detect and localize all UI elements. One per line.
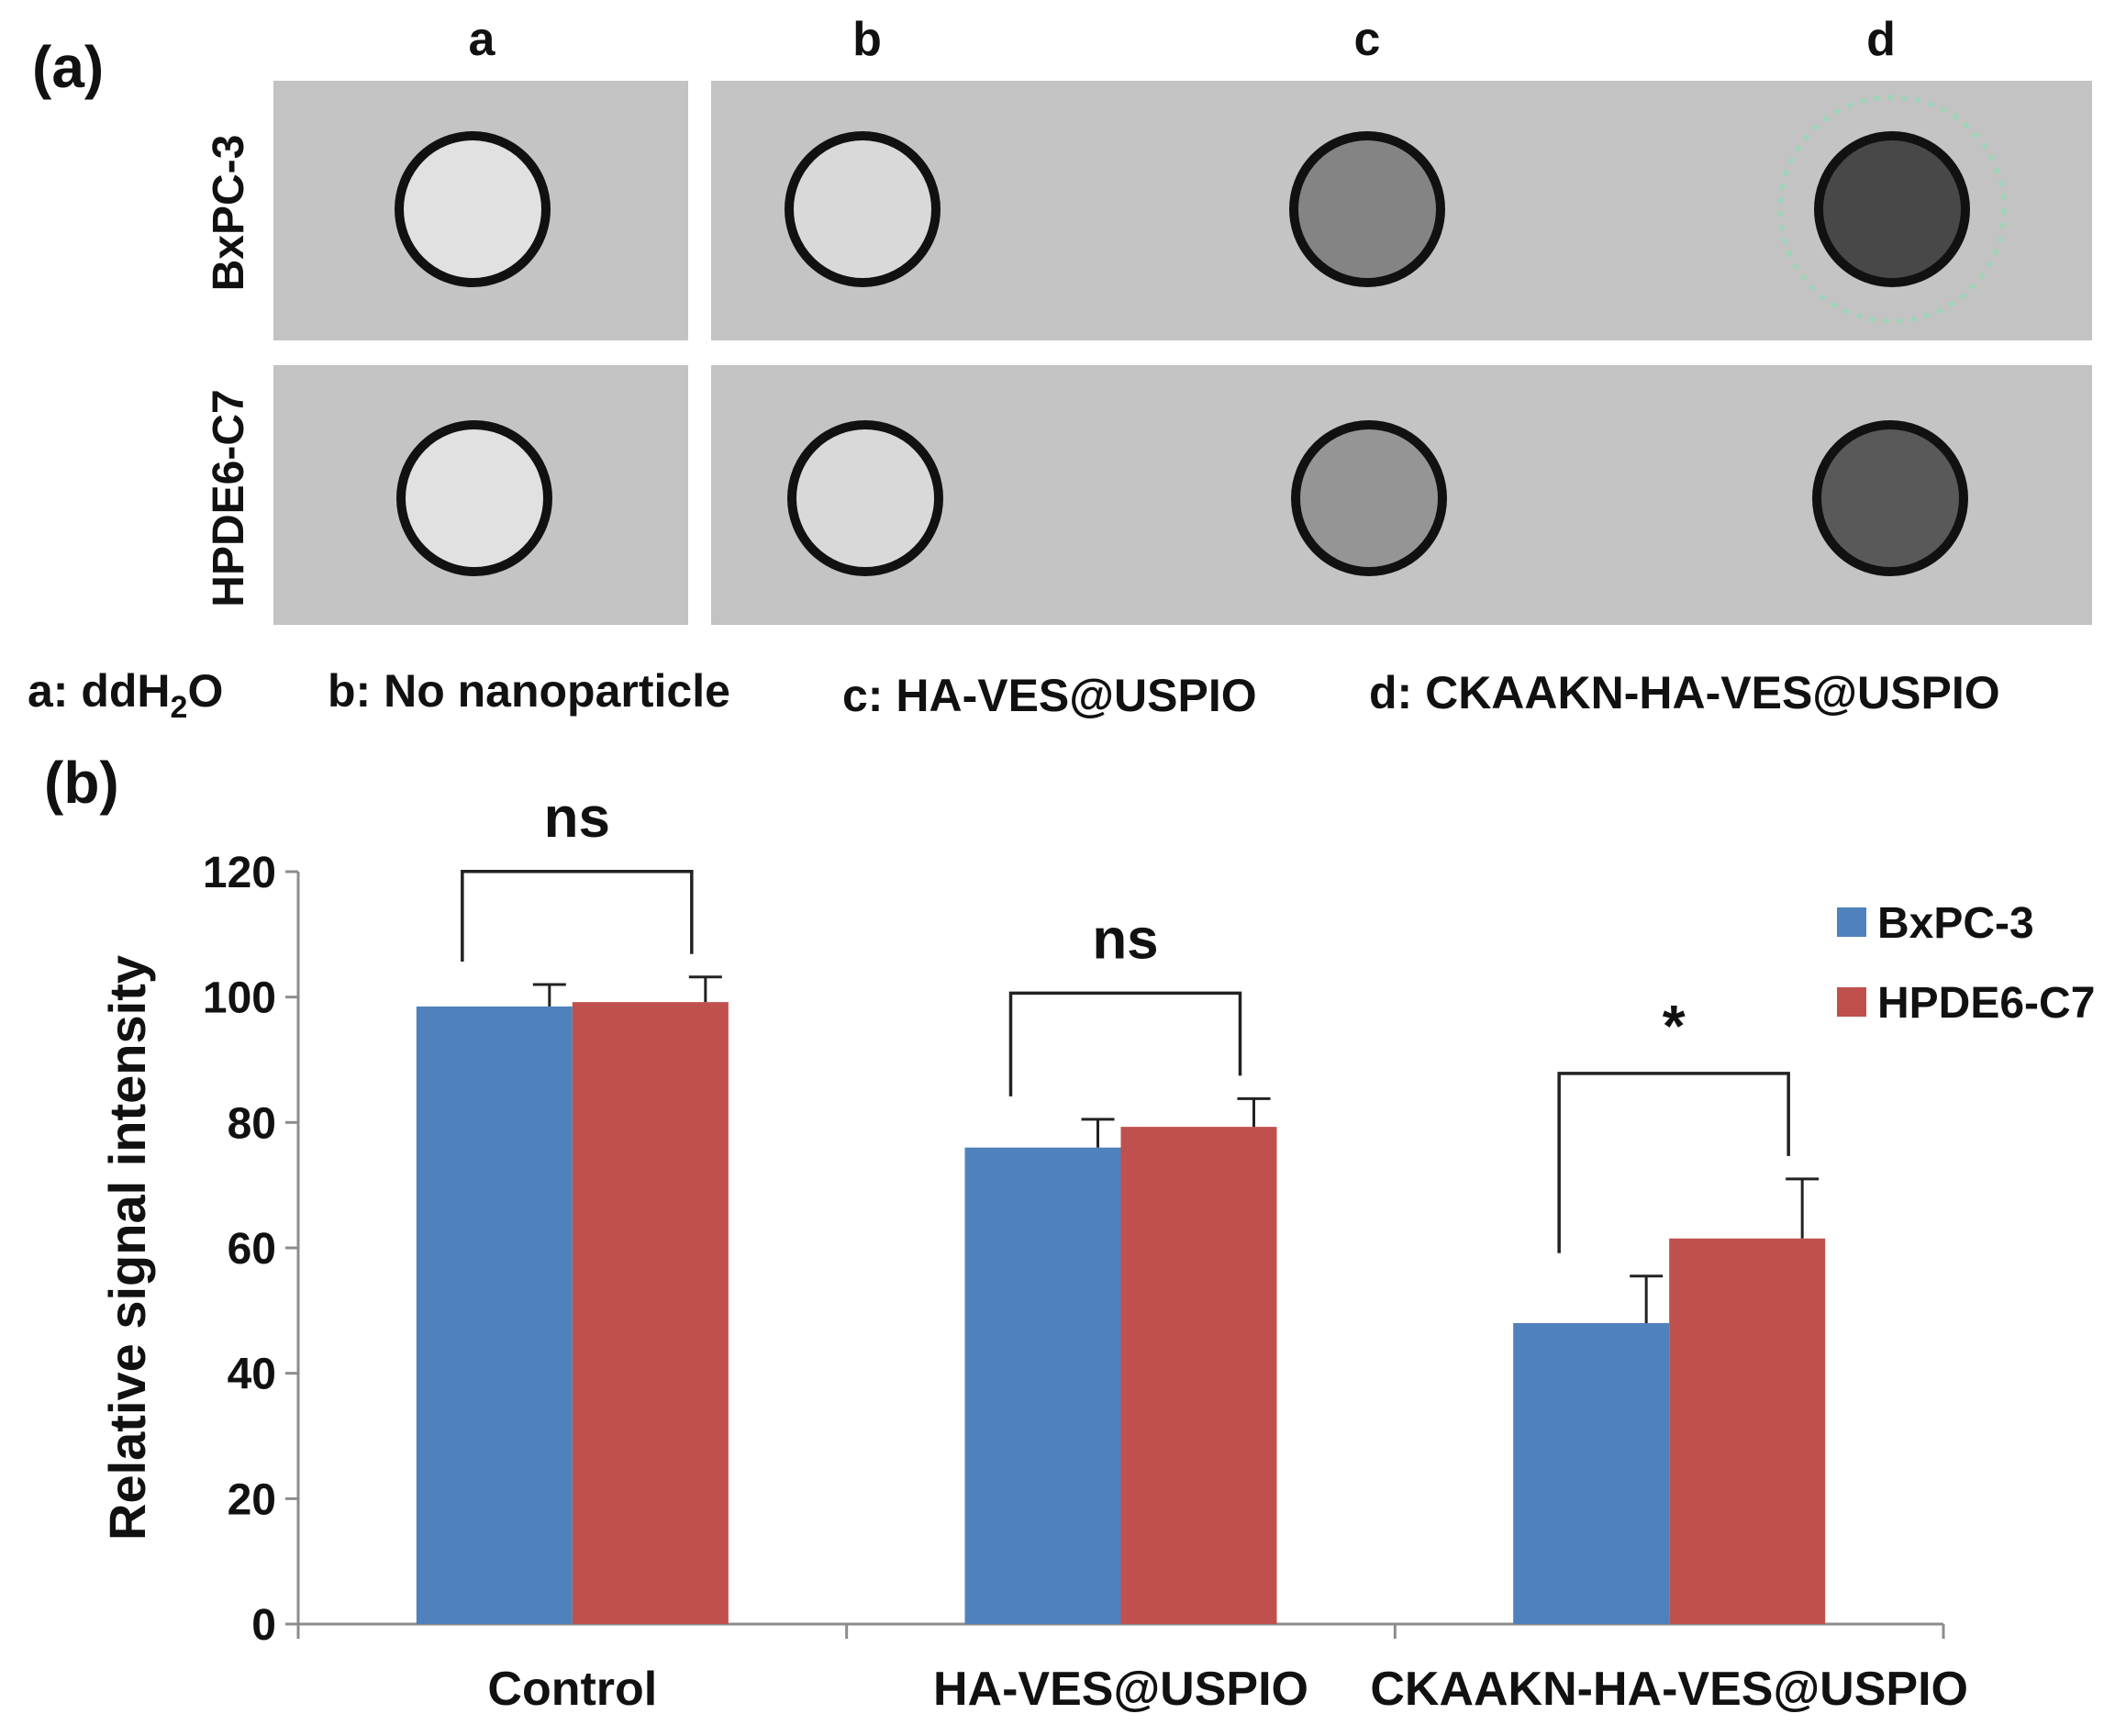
row-label-hpde6c7: HPDE6-C7: [205, 389, 253, 606]
y-tick-label: 0: [251, 1601, 276, 1650]
significance-label: ns: [1092, 907, 1158, 971]
well-hpde6c7-a: [364, 388, 584, 608]
column-label-a: a: [469, 13, 496, 66]
y-tick-label: 120: [203, 849, 276, 897]
legend-a-text: a: ddH2O: [28, 665, 223, 725]
row-label-bxpc3: BxPC-3: [205, 135, 253, 292]
legend-label: BxPC-3: [1877, 899, 2034, 948]
y-tick-label: 20: [228, 1475, 276, 1524]
legend-b-text: b: No nanoparticle: [328, 665, 730, 717]
significance-label: *: [1663, 993, 1686, 1059]
bar-bxpc-3: [416, 1006, 573, 1624]
well-bxpc3-c: [1257, 99, 1477, 319]
panel-b-label: (b): [44, 750, 119, 816]
y-tick-label: 100: [203, 974, 276, 1023]
significance-bracket: [1008, 991, 1242, 1096]
y-tick-label: 80: [228, 1099, 276, 1148]
bar-hpde6-c7: [1669, 1238, 1826, 1624]
x-category-label: CKAAKN-HA-VES@USPIO: [1370, 1663, 1968, 1716]
bar-chart: 0 20 40 60 80 100 120 Relative signal intensity…: [98, 786, 2095, 1716]
y-tick-label: 40: [228, 1351, 276, 1399]
legend-swatch: [1837, 987, 1866, 1017]
x-category-label: HA-VES@USPIO: [933, 1663, 1308, 1716]
bar-bxpc-3: [1513, 1323, 1670, 1624]
column-label-d: d: [1866, 13, 1896, 66]
column-label-c: c: [1354, 13, 1381, 66]
well-bxpc3-b: [752, 99, 973, 319]
x-category-label: Control: [487, 1663, 657, 1716]
panel-a-label: (a): [32, 34, 104, 100]
significance-bracket: [1557, 1072, 1790, 1253]
well-hpde6c7-c: [1259, 388, 1479, 608]
well-hpde6c7-b: [755, 388, 975, 608]
legend-label: HPDE6-C7: [1877, 979, 2095, 1028]
legend-c-text: c: HA-VES@USPIO: [842, 670, 1257, 721]
bar-bxpc-3: [964, 1147, 1121, 1624]
legend-swatch: [1837, 907, 1866, 937]
column-label-b: b: [852, 13, 882, 66]
highlight-ring: [1777, 95, 2007, 324]
y-tick-label: 60: [228, 1225, 276, 1274]
legend-d-text: d: CKAAKN-HA-VES@USPIO: [1369, 667, 2000, 718]
well-hpde6c7-d: [1780, 388, 2000, 608]
significance-bracket: [461, 870, 694, 962]
well-bxpc3-a: [362, 99, 583, 319]
significance-label: ns: [544, 786, 610, 850]
well-bxpc3-d: [1777, 95, 2007, 324]
y-axis-label: Relative signal intensity: [98, 955, 156, 1541]
bar-hpde6-c7: [572, 1002, 729, 1624]
bar-hpde6-c7: [1120, 1127, 1277, 1624]
